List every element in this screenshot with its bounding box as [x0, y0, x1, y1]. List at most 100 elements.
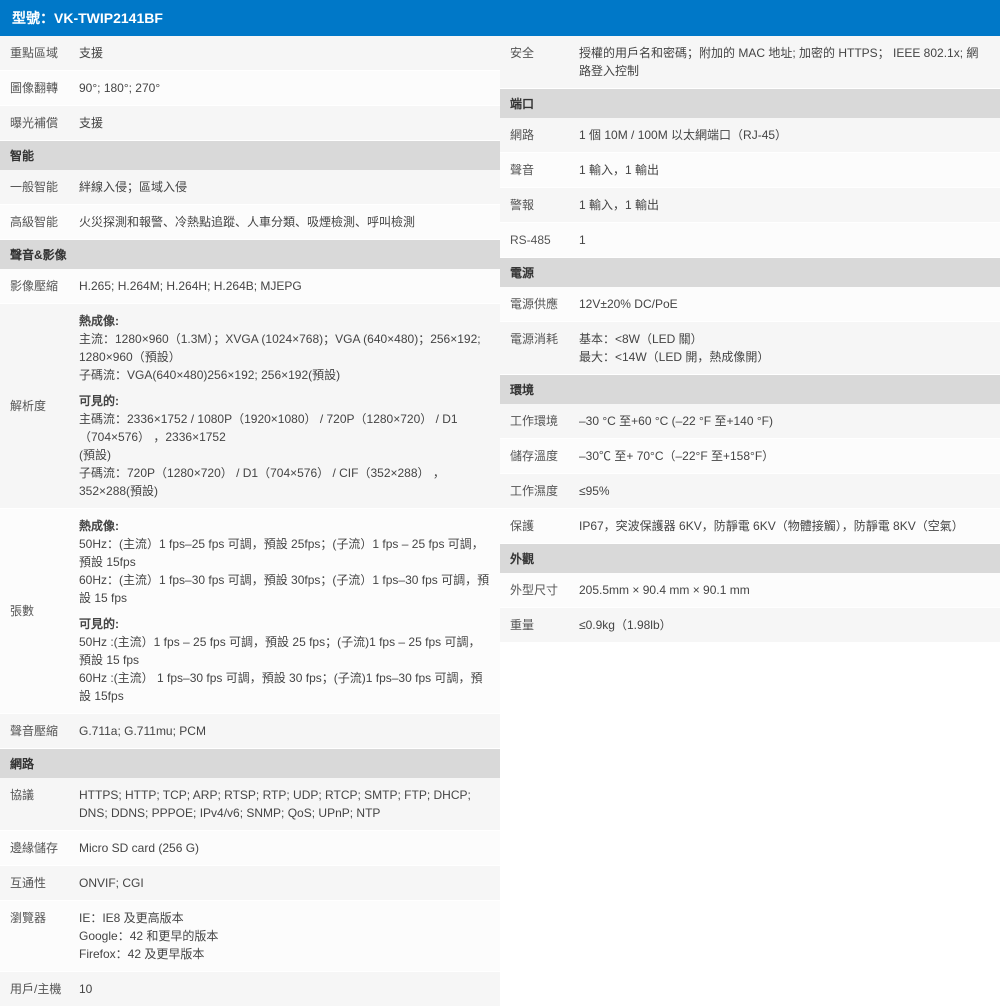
- spec-label: 電源消耗: [500, 322, 575, 374]
- spec-label: 張數: [0, 509, 75, 713]
- spec-label: 聲音: [500, 153, 575, 187]
- left-column: 重點區域支援圖像翻轉90°; 180°; 270°曝光補償支援智能一般智能絆線入…: [0, 36, 500, 1007]
- section-header: 環境: [500, 375, 1000, 404]
- spec-value: ONVIF; CGI: [75, 866, 500, 900]
- spec-subtitle: 熱成像:: [79, 312, 490, 330]
- spec-value: 絆線入侵；區域入侵: [75, 170, 500, 204]
- spec-label: 電源供應: [500, 287, 575, 321]
- spec-value: 10: [75, 972, 500, 1006]
- spec-label: 安全: [500, 36, 575, 88]
- spec-label: 外型尺寸: [500, 573, 575, 607]
- spec-value: –30 °C 至+60 °C (–22 °F 至+140 °F): [575, 404, 1000, 438]
- spec-value: G.711a; G.711mu; PCM: [75, 714, 500, 748]
- spec-label: 保護: [500, 509, 575, 543]
- spec-label: RS-485: [500, 223, 575, 257]
- spec-value: 熱成像:主流：1280×960（1.3M）；XVGA (1024×768)；VG…: [75, 304, 500, 508]
- spec-value: 火災探測和報警、冷熱點追蹤、人車分類、吸煙檢測、呼叫檢測: [75, 205, 500, 239]
- spec-value: 熱成像:50Hz：(主流）1 fps–25 fps 可調，預設 25fps；(子…: [75, 509, 500, 713]
- spec-value: 支援: [75, 36, 500, 70]
- spec-value: 1 個 10M / 100M 以太網端口（RJ-45）: [575, 118, 1000, 152]
- spec-row: 保護IP67，突波保護器 6KV，防靜電 6KV（物體接觸），防靜電 8KV（空…: [500, 509, 1000, 544]
- spec-row: 儲存溫度–30℃ 至+ 70°C（–22°F 至+158°F）: [500, 439, 1000, 474]
- spec-row: 影像壓縮H.265; H.264M; H.264H; H.264B; MJEPG: [0, 269, 500, 304]
- spec-label: 互通性: [0, 866, 75, 900]
- spec-subtext: 主流：1280×960（1.3M）；XVGA (1024×768)；VGA (6…: [79, 330, 490, 384]
- spec-value: 基本：<8W（LED 關）最大：<14W（LED 開，熱成像開）: [575, 322, 1000, 374]
- section-header: 聲音&影像: [0, 240, 500, 269]
- spec-value: ≤0.9kg（1.98lb）: [575, 608, 1000, 642]
- spec-label: 重量: [500, 608, 575, 642]
- section-header: 網路: [0, 749, 500, 778]
- section-header: 外觀: [500, 544, 1000, 573]
- spec-row: 重點區域支援: [0, 36, 500, 71]
- spec-value: Micro SD card (256 G): [75, 831, 500, 865]
- right-column: 安全授權的用戶名和密碼；附加的 MAC 地址; 加密的 HTTPS； IEEE …: [500, 36, 1000, 1007]
- spec-label: 協議: [0, 778, 75, 830]
- spec-row: 圖像翻轉90°; 180°; 270°: [0, 71, 500, 106]
- spec-value: 1 輸入，1 輸出: [575, 153, 1000, 187]
- spec-row: 工作濕度≤95%: [500, 474, 1000, 509]
- spec-subtitle: 可見的:: [79, 392, 490, 410]
- spec-value: 支援: [75, 106, 500, 140]
- spec-row: 曝光補償支援: [0, 106, 500, 141]
- spec-label: 圖像翻轉: [0, 71, 75, 105]
- spec-label: 曝光補償: [0, 106, 75, 140]
- spec-label: 瀏覽器: [0, 901, 75, 971]
- spec-row: 瀏覽器IE：IE8 及更高版本Google：42 和更早的版本Firefox：4…: [0, 901, 500, 972]
- spec-row: 網路1 個 10M / 100M 以太網端口（RJ-45）: [500, 118, 1000, 153]
- spec-value: HTTPS; HTTP; TCP; ARP; RTSP; RTP; UDP; R…: [75, 778, 500, 830]
- spec-value: 12V±20% DC/PoE: [575, 287, 1000, 321]
- spec-columns: 重點區域支援圖像翻轉90°; 180°; 270°曝光補償支援智能一般智能絆線入…: [0, 36, 1000, 1007]
- spec-value: H.265; H.264M; H.264H; H.264B; MJEPG: [75, 269, 500, 303]
- spec-row: 警報1 輸入，1 輸出: [500, 188, 1000, 223]
- spec-label: 警報: [500, 188, 575, 222]
- spec-value: ≤95%: [575, 474, 1000, 508]
- section-header: 電源: [500, 258, 1000, 287]
- spec-label: 影像壓縮: [0, 269, 75, 303]
- spec-subtext: 50Hz：(主流）1 fps–25 fps 可調，預設 25fps；(子流）1 …: [79, 535, 490, 607]
- spec-row: 聲音壓縮G.711a; G.711mu; PCM: [0, 714, 500, 749]
- spec-row: 外型尺寸205.5mm × 90.4 mm × 90.1 mm: [500, 573, 1000, 608]
- spec-label: 邊緣儲存: [0, 831, 75, 865]
- spec-value: IP67，突波保護器 6KV，防靜電 6KV（物體接觸），防靜電 8KV（空氣）: [575, 509, 1000, 543]
- spec-subtitle: 熱成像:: [79, 517, 490, 535]
- spec-subtitle: 可見的:: [79, 615, 490, 633]
- spec-value: IE：IE8 及更高版本Google：42 和更早的版本Firefox：42 及…: [75, 901, 500, 971]
- spec-row: 電源供應12V±20% DC/PoE: [500, 287, 1000, 322]
- spec-label: 網路: [500, 118, 575, 152]
- spec-subtext: 主碼流：2336×1752 / 1080P（1920×1080） / 720P（…: [79, 410, 490, 500]
- spec-label: 解析度: [0, 304, 75, 508]
- spec-label: 一般智能: [0, 170, 75, 204]
- spec-label: 重點區域: [0, 36, 75, 70]
- spec-value: 205.5mm × 90.4 mm × 90.1 mm: [575, 573, 1000, 607]
- spec-row: 協議HTTPS; HTTP; TCP; ARP; RTSP; RTP; UDP;…: [0, 778, 500, 831]
- spec-row: 互通性ONVIF; CGI: [0, 866, 500, 901]
- spec-label: 高級智能: [0, 205, 75, 239]
- spec-value: –30℃ 至+ 70°C（–22°F 至+158°F）: [575, 439, 1000, 473]
- spec-label: 工作環境: [500, 404, 575, 438]
- section-header: 端口: [500, 89, 1000, 118]
- spec-value: 1 輸入，1 輸出: [575, 188, 1000, 222]
- spec-value: 授權的用戶名和密碼；附加的 MAC 地址; 加密的 HTTPS； IEEE 80…: [575, 36, 1000, 88]
- spec-row: 高級智能火災探測和報警、冷熱點追蹤、人車分類、吸煙檢測、呼叫檢測: [0, 205, 500, 240]
- spec-row: 工作環境–30 °C 至+60 °C (–22 °F 至+140 °F): [500, 404, 1000, 439]
- spec-subtext: 50Hz :(主流）1 fps – 25 fps 可調，預設 25 fps；(子…: [79, 633, 490, 705]
- spec-label: 儲存溫度: [500, 439, 575, 473]
- spec-row: 安全授權的用戶名和密碼；附加的 MAC 地址; 加密的 HTTPS； IEEE …: [500, 36, 1000, 89]
- section-header: 智能: [0, 141, 500, 170]
- spec-row: 聲音1 輸入，1 輸出: [500, 153, 1000, 188]
- spec-row: 重量≤0.9kg（1.98lb）: [500, 608, 1000, 643]
- spec-label: 工作濕度: [500, 474, 575, 508]
- spec-value: 1: [575, 223, 1000, 257]
- model-header: 型號：VK-TWIP2141BF: [0, 0, 1000, 36]
- spec-row: 邊緣儲存Micro SD card (256 G): [0, 831, 500, 866]
- spec-row: 一般智能絆線入侵；區域入侵: [0, 170, 500, 205]
- spec-label: 用戶/主機: [0, 972, 75, 1006]
- spec-row: RS-4851: [500, 223, 1000, 258]
- spec-row: 用戶/主機10: [0, 972, 500, 1007]
- spec-row: 電源消耗基本：<8W（LED 關）最大：<14W（LED 開，熱成像開）: [500, 322, 1000, 375]
- spec-label: 聲音壓縮: [0, 714, 75, 748]
- spec-value: 90°; 180°; 270°: [75, 71, 500, 105]
- spec-row: 張數熱成像:50Hz：(主流）1 fps–25 fps 可調，預設 25fps；…: [0, 509, 500, 714]
- spec-row: 解析度熱成像:主流：1280×960（1.3M）；XVGA (1024×768)…: [0, 304, 500, 509]
